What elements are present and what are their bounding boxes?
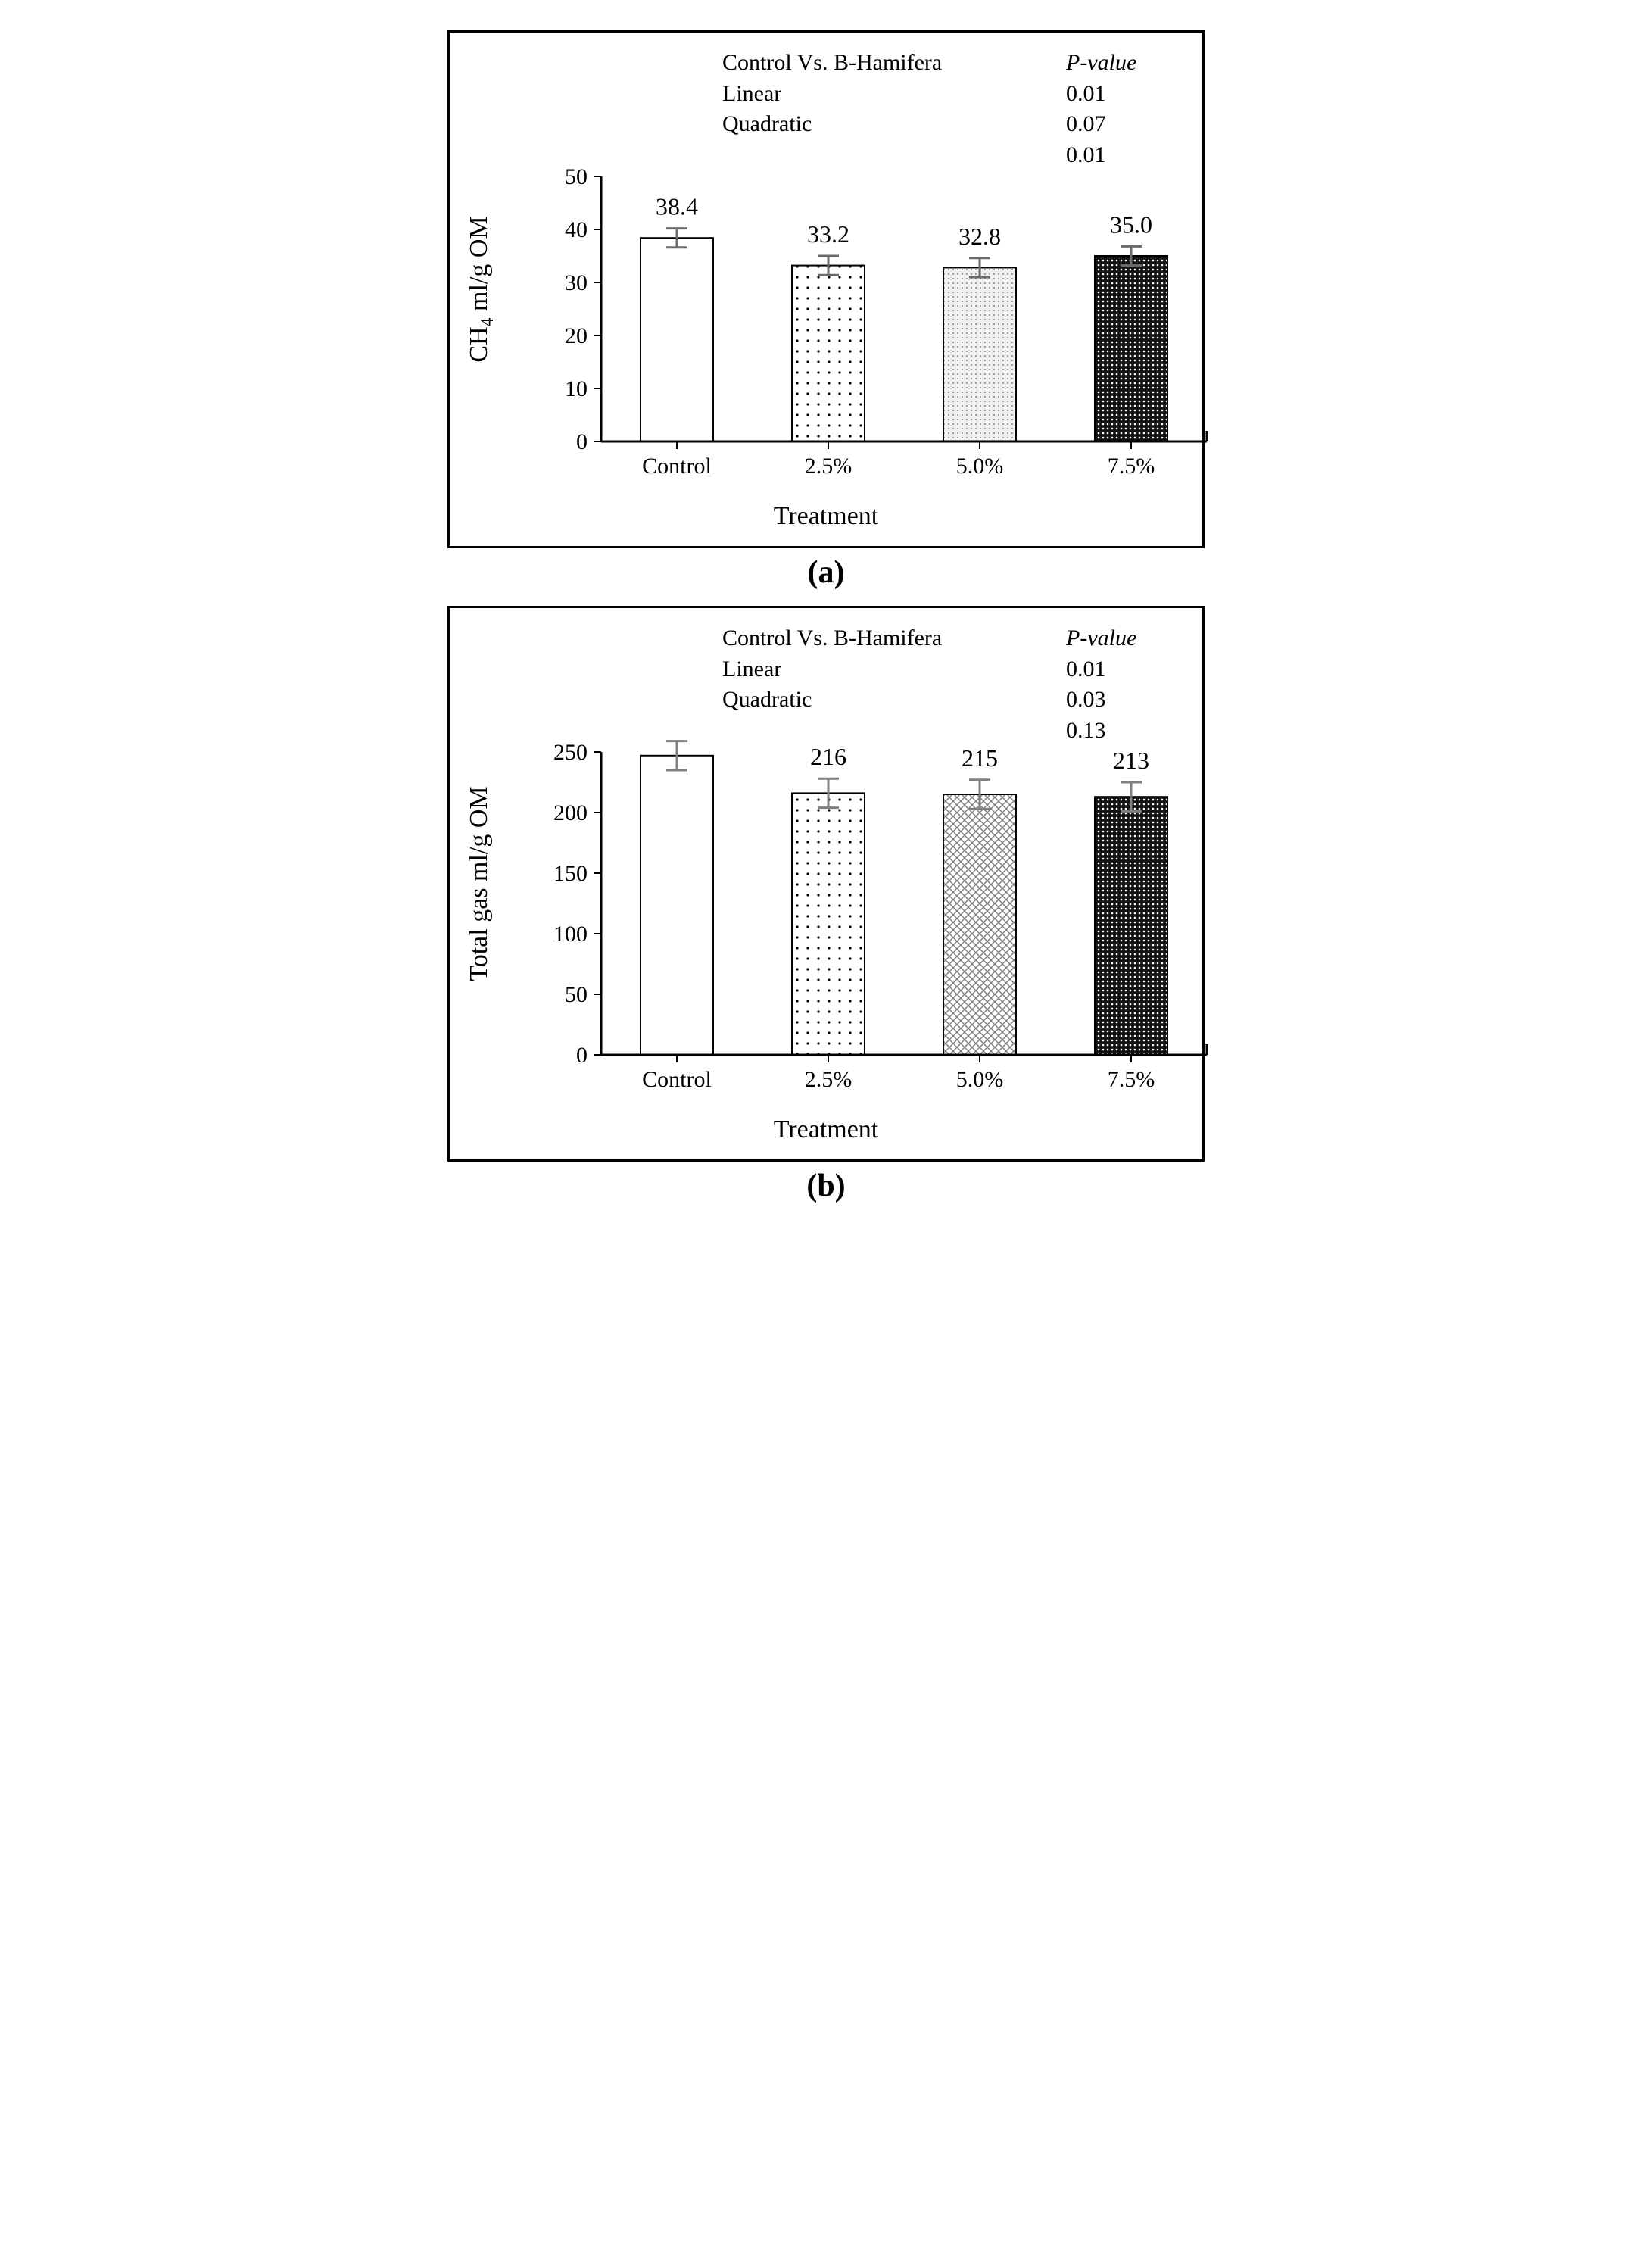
pvalue-value: 0.03 — [1066, 685, 1172, 716]
bar — [1095, 256, 1167, 441]
pvalue-labels: Control Vs. B-HamiferaLinearQuadratic — [722, 48, 942, 140]
bar-value-label: 35.0 — [1110, 211, 1152, 238]
bar — [943, 267, 1016, 441]
ytick-label: 50 — [565, 982, 588, 1007]
x-axis-label: Treatment — [465, 502, 1187, 531]
pvalue-labels: Control Vs. B-HamiferaLinearQuadratic — [722, 623, 942, 716]
panel-a: Control Vs. B-HamiferaLinearQuadratic P-… — [447, 30, 1205, 591]
subfigure-label: (b) — [447, 1168, 1205, 1204]
panel-frame: Control Vs. B-HamiferaLinearQuadratic P-… — [447, 606, 1205, 1162]
y-axis-label: CH4 ml/g OM — [465, 216, 498, 362]
pvalue-label: Quadratic — [722, 685, 942, 716]
ytick-label: 40 — [565, 217, 588, 242]
x-axis-label: Treatment — [465, 1115, 1187, 1144]
ytick-label: 50 — [565, 164, 588, 189]
pvalue-value: 0.01 — [1066, 654, 1172, 685]
y-axis-label: Total gas ml/g OM — [465, 786, 494, 981]
bar — [641, 756, 713, 1055]
figure-root: Control Vs. B-HamiferaLinearQuadratic P-… — [30, 30, 1622, 1204]
bar-value-label: 215 — [962, 744, 998, 772]
pvalue-column: P-value0.010.070.01 — [1066, 48, 1172, 170]
xtick-label: 5.0% — [956, 454, 1004, 479]
pvalue-label: Linear — [722, 654, 942, 685]
pvalue-column: P-value0.010.030.13 — [1066, 623, 1172, 746]
xtick-label: 5.0% — [956, 1067, 1004, 1092]
xtick-label: 2.5% — [805, 454, 852, 479]
ytick-label: 0 — [576, 1043, 588, 1068]
xtick-label: Control — [642, 1067, 712, 1092]
subfigure-label: (a) — [447, 554, 1205, 591]
chart-area: 0 10 20 30 40 50 38.4 33.2 32.8 35.0 Control 2.5%… — [541, 161, 1187, 494]
panel-b: Control Vs. B-HamiferaLinearQuadratic P-… — [447, 606, 1205, 1204]
xtick-label: 7.5% — [1108, 454, 1155, 479]
bar — [792, 266, 865, 441]
ytick-label: 200 — [553, 800, 588, 825]
ytick-label: 20 — [565, 323, 588, 348]
bar-value-label: 216 — [810, 743, 846, 770]
ytick-label: 30 — [565, 270, 588, 295]
xtick-label: 7.5% — [1108, 1067, 1155, 1092]
ytick-label: 10 — [565, 376, 588, 401]
pvalue-label: Control Vs. B-Hamifera — [722, 48, 942, 79]
bar — [1095, 797, 1167, 1055]
bar — [641, 238, 713, 441]
pvalue-label: Control Vs. B-Hamifera — [722, 623, 942, 654]
bar-chart: 0 10 20 30 40 50 38.4 33.2 32.8 35.0 Control 2.5%… — [541, 161, 1237, 494]
bar-value-label: 32.8 — [958, 223, 1001, 250]
bar — [943, 794, 1016, 1055]
pvalue-value: 0.01 — [1066, 79, 1172, 110]
bar-chart: 050100150200250 247216215213 Control2.5%… — [541, 737, 1237, 1108]
bar-value-label: 38.4 — [656, 193, 698, 220]
bar — [792, 793, 865, 1055]
ytick-label: 250 — [553, 740, 588, 765]
pvalue-label: Quadratic — [722, 109, 942, 140]
xtick-label: 2.5% — [805, 1067, 852, 1092]
pvalue-label: Linear — [722, 79, 942, 110]
ytick-label: 0 — [576, 429, 588, 454]
xtick-label: Control — [642, 454, 712, 479]
chart-area: 050100150200250 247216215213 Control2.5%… — [541, 737, 1187, 1108]
bar-value-label: 213 — [1113, 747, 1149, 774]
pvalue-value: 0.07 — [1066, 109, 1172, 140]
ytick-label: 150 — [553, 861, 588, 886]
bar-value-label: 33.2 — [807, 220, 849, 248]
ytick-label: 100 — [553, 922, 588, 947]
panel-frame: Control Vs. B-HamiferaLinearQuadratic P-… — [447, 30, 1205, 548]
